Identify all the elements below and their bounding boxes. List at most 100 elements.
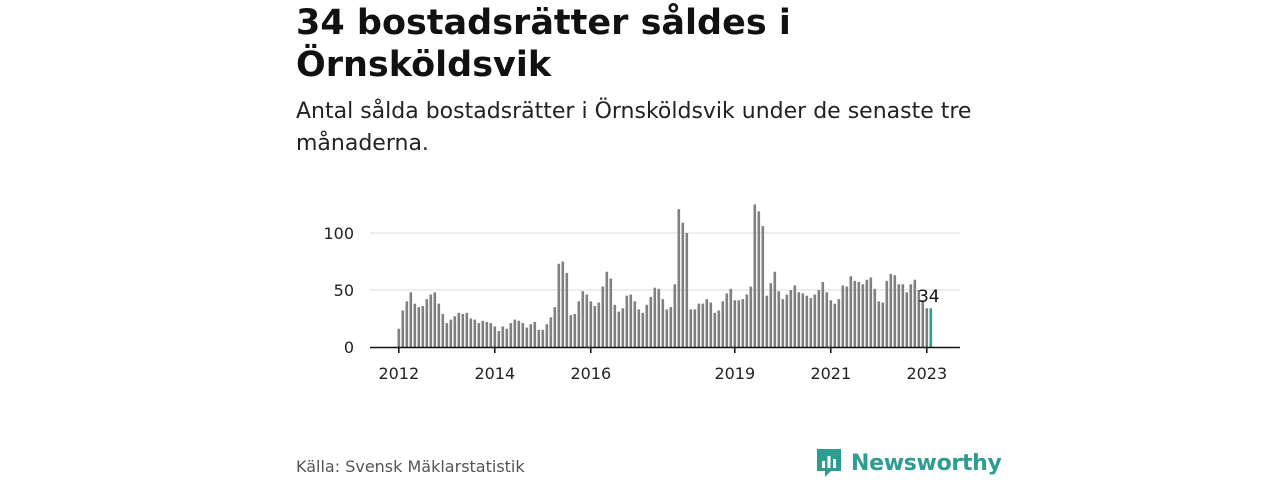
bar <box>561 261 565 347</box>
bar <box>901 284 905 347</box>
bar <box>857 282 861 347</box>
bar <box>765 295 769 347</box>
bar <box>421 305 425 347</box>
bar <box>913 279 917 347</box>
bar <box>893 275 897 347</box>
bar <box>697 303 701 347</box>
bar <box>693 309 697 347</box>
bar <box>813 294 817 347</box>
bar <box>605 271 609 347</box>
bar <box>837 299 841 347</box>
bar <box>573 313 577 347</box>
bar <box>489 323 493 347</box>
bar <box>413 303 417 347</box>
bar <box>753 204 757 347</box>
bar <box>737 300 741 347</box>
bar <box>817 290 821 347</box>
brand-name: Newsworthy <box>851 450 1002 476</box>
bar <box>569 315 573 347</box>
x-tick-label: 2019 <box>714 364 755 383</box>
bar <box>881 302 885 347</box>
bar <box>633 301 637 347</box>
bar <box>713 312 717 347</box>
bar <box>777 291 781 347</box>
bar <box>593 305 597 347</box>
bar <box>465 312 469 347</box>
bar <box>801 293 805 347</box>
bar <box>657 288 661 347</box>
bar <box>505 328 509 347</box>
bar <box>869 277 873 347</box>
bar <box>533 321 537 347</box>
bar <box>497 331 501 347</box>
bar <box>841 285 845 347</box>
bar <box>425 299 429 347</box>
bar <box>461 313 465 347</box>
bar <box>661 299 665 347</box>
bar <box>673 284 677 347</box>
y-tick-label: 100 <box>323 224 354 243</box>
bar <box>761 226 765 347</box>
bar <box>701 303 705 347</box>
bar <box>825 292 829 347</box>
bar <box>709 302 713 347</box>
source-note: Källa: Svensk Mäklarstatistik <box>296 457 525 476</box>
bar <box>877 301 881 347</box>
x-tick-label: 2023 <box>906 364 947 383</box>
bar <box>741 299 745 347</box>
bar <box>525 327 529 347</box>
bar <box>613 304 617 347</box>
bar <box>509 323 513 347</box>
bar <box>601 286 605 347</box>
bar <box>749 286 753 347</box>
newsworthy-logo-icon <box>817 449 841 477</box>
bar <box>873 288 877 347</box>
bar <box>929 308 933 347</box>
bar <box>473 319 477 347</box>
bar <box>397 328 401 347</box>
bar <box>793 285 797 347</box>
bar <box>677 209 681 347</box>
bar <box>493 326 497 347</box>
bar <box>905 292 909 347</box>
bar <box>909 284 913 347</box>
bar <box>553 307 557 347</box>
bar <box>409 292 413 347</box>
bar <box>641 312 645 347</box>
bar <box>629 294 633 347</box>
bar <box>637 309 641 347</box>
chart-subtitle: Antal sålda bostadsrätter i Örnsköldsvik… <box>296 99 972 156</box>
bar <box>437 303 441 347</box>
bar <box>665 309 669 347</box>
bar <box>797 292 801 347</box>
bar <box>773 271 777 347</box>
bar <box>805 295 809 347</box>
bar <box>725 293 729 347</box>
bar <box>477 323 481 347</box>
bar <box>809 297 813 347</box>
bar <box>861 284 865 347</box>
bar <box>921 300 925 347</box>
bar <box>529 324 533 347</box>
x-tick-label: 2012 <box>378 364 419 383</box>
bar <box>917 290 921 347</box>
bar <box>577 301 581 347</box>
x-tick-label: 2021 <box>810 364 851 383</box>
bar <box>865 279 869 347</box>
bar <box>781 299 785 347</box>
bar <box>589 301 593 347</box>
bar <box>889 274 893 347</box>
bar <box>485 321 489 347</box>
bar <box>401 310 405 347</box>
bar <box>429 294 433 347</box>
bar <box>501 326 505 347</box>
bar <box>789 290 793 347</box>
brand-logo[interactable]: Newsworthy <box>815 447 1002 479</box>
bar <box>597 302 601 347</box>
bar <box>845 286 849 347</box>
bar <box>821 282 825 347</box>
data-label-last: 34 <box>918 287 940 307</box>
bar <box>669 307 673 347</box>
bar <box>617 311 621 347</box>
bar <box>733 300 737 347</box>
